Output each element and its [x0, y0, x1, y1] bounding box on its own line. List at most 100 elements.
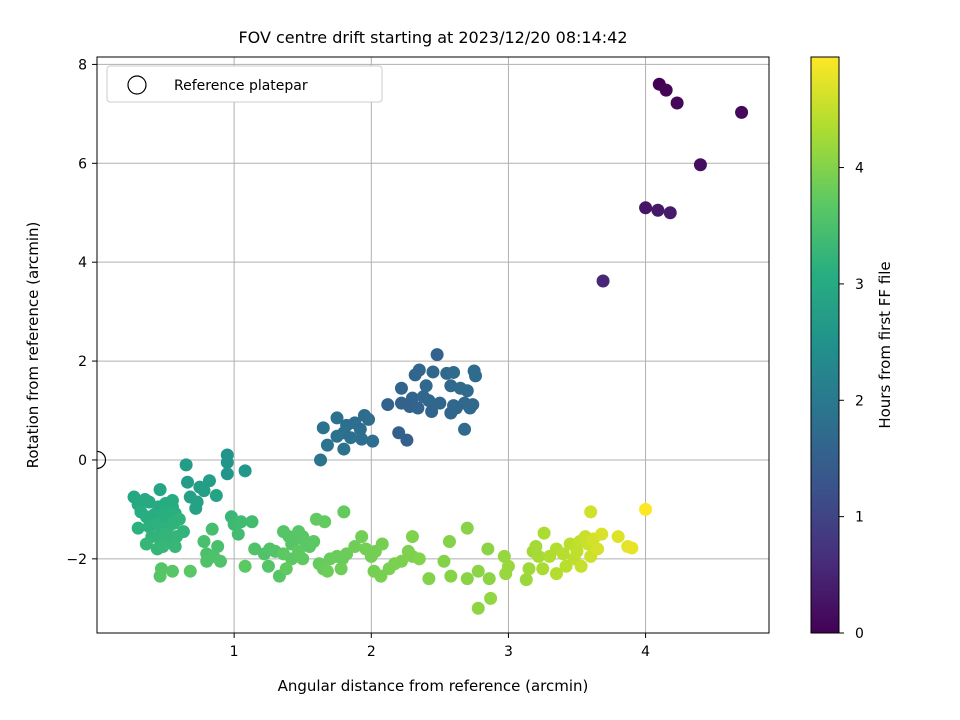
data-point: [153, 569, 167, 583]
data-point: [471, 564, 485, 578]
data-point: [735, 105, 749, 119]
data-point: [202, 474, 216, 488]
data-point: [355, 432, 369, 446]
y-tick-label: 8: [78, 57, 87, 73]
colorbar-tick-label: 1: [855, 510, 864, 526]
data-point: [348, 539, 362, 553]
data-point: [522, 562, 536, 576]
data-point: [574, 559, 588, 573]
x-tick-label: 4: [641, 644, 650, 660]
legend-box: [106, 65, 383, 103]
data-point: [460, 572, 474, 586]
data-point: [318, 515, 332, 529]
data-point: [422, 394, 436, 408]
data-point: [482, 572, 496, 586]
data-point: [481, 542, 495, 556]
data-point: [449, 401, 463, 415]
data-point: [412, 363, 426, 377]
y-tick-label: 6: [78, 156, 87, 172]
data-point: [425, 404, 439, 418]
data-point: [220, 467, 234, 481]
data-point: [211, 539, 225, 553]
data-point: [170, 530, 184, 544]
data-point: [220, 455, 234, 469]
data-point: [156, 539, 170, 553]
data-points: [127, 77, 749, 615]
data-point: [537, 526, 551, 540]
colorbar-tick-label: 3: [855, 277, 864, 293]
data-point: [556, 547, 570, 561]
data-point: [355, 530, 369, 544]
data-point: [442, 535, 456, 549]
data-point: [209, 489, 223, 503]
y-tick-label: 2: [78, 354, 87, 370]
data-point: [394, 554, 408, 568]
colorbar-tick-label: 4: [855, 161, 864, 177]
data-point: [595, 527, 609, 541]
y-axis-ticks: −2 0 2 4 6 8: [66, 57, 97, 568]
data-point: [484, 591, 498, 605]
data-point: [394, 381, 408, 395]
data-point: [279, 562, 293, 576]
data-point: [670, 96, 684, 110]
data-point: [197, 535, 211, 549]
data-point: [437, 554, 451, 568]
data-point: [411, 401, 425, 415]
data-point: [529, 539, 543, 553]
data-point: [316, 421, 330, 435]
data-point: [248, 542, 262, 556]
data-point: [591, 542, 605, 556]
data-point: [142, 495, 156, 509]
data-point: [584, 505, 598, 519]
x-tick-label: 1: [230, 644, 239, 660]
data-point: [471, 601, 485, 615]
data-point: [639, 201, 653, 215]
data-point: [189, 501, 203, 515]
x-tick-label: 3: [504, 644, 513, 660]
data-point: [381, 398, 395, 412]
data-point: [234, 515, 248, 529]
colorbar-label: Hours from first FF file: [876, 261, 894, 428]
data-point: [168, 539, 182, 553]
data-point: [405, 530, 419, 544]
data-point: [362, 412, 376, 426]
data-point: [536, 562, 550, 576]
chart-title: FOV centre drift starting at 2023/12/20 …: [238, 28, 627, 47]
data-point: [639, 502, 653, 516]
data-point: [469, 369, 483, 383]
data-point: [181, 475, 195, 489]
data-point: [139, 537, 153, 551]
data-point: [245, 515, 259, 529]
data-point: [549, 567, 563, 581]
data-point: [172, 512, 186, 526]
data-point: [320, 564, 334, 578]
data-point: [238, 464, 252, 478]
data-point: [412, 552, 426, 566]
colorbar: 0 1 2 3 4 Hours from first FF file: [810, 56, 894, 642]
data-point: [501, 559, 515, 573]
data-point: [131, 521, 145, 535]
data-point: [659, 83, 673, 97]
data-point: [353, 422, 367, 436]
colorbar-tick-label: 0: [855, 626, 864, 642]
data-point: [460, 384, 474, 398]
data-point: [375, 537, 389, 551]
colorbar-tick-label: 2: [855, 393, 864, 409]
data-point: [651, 203, 665, 217]
data-point: [430, 348, 444, 362]
reference-marker-group: [97, 450, 107, 470]
x-tick-label: 2: [367, 644, 376, 660]
data-point: [296, 552, 310, 566]
data-point: [463, 401, 477, 415]
colorbar-gradient: [810, 56, 840, 634]
data-point: [611, 530, 625, 544]
data-point: [570, 544, 584, 558]
plot-frame: [96, 56, 770, 634]
data-point: [596, 274, 610, 288]
data-point: [307, 535, 321, 549]
data-point: [183, 564, 197, 578]
data-point: [213, 554, 227, 568]
data-point: [519, 573, 533, 587]
data-point: [400, 433, 414, 447]
